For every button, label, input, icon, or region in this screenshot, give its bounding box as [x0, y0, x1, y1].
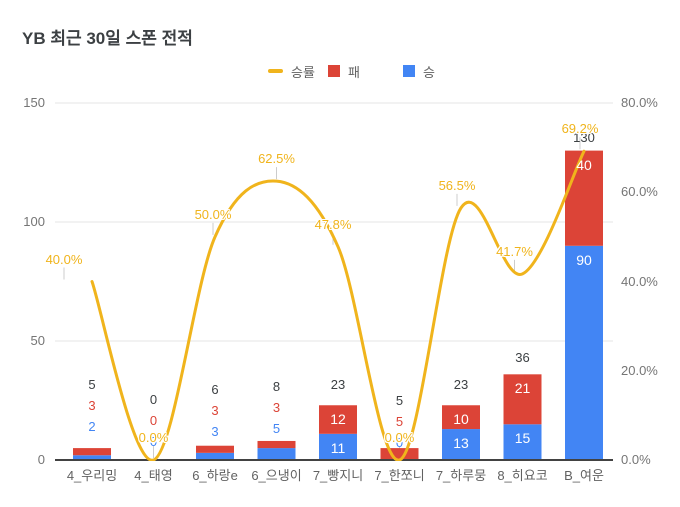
bar-segment-win[interactable]	[257, 448, 296, 460]
legend-item-loss[interactable]: 패	[328, 64, 360, 80]
bar-segment-loss[interactable]	[73, 448, 111, 456]
bar-segment-loss[interactable]	[442, 405, 480, 430]
legend-label-win: 승	[423, 64, 435, 80]
bar-segment-loss[interactable]	[257, 440, 296, 449]
bar-segment-loss[interactable]	[319, 405, 357, 434]
bar-segment-win[interactable]	[196, 452, 234, 460]
bar-segment-loss[interactable]	[503, 374, 542, 425]
bar-segment-loss[interactable]	[565, 150, 603, 246]
winrate-line[interactable]	[90, 149, 586, 461]
bar-segment-loss[interactable]	[196, 445, 234, 453]
winrate-line-swatch-icon	[268, 69, 283, 73]
legend-item-winrate[interactable]: 승률	[268, 64, 315, 80]
loss-square-swatch-icon	[328, 65, 340, 77]
bar-segment-win[interactable]	[442, 429, 480, 460]
legend-item-win[interactable]: 승	[403, 64, 435, 80]
legend-label-winrate: 승률	[291, 64, 315, 80]
chart-title: YB 최근 30일 스폰 전적	[22, 29, 193, 48]
bar-segment-win[interactable]	[503, 424, 542, 460]
legend-label-loss: 패	[348, 64, 360, 80]
bar-segment-win[interactable]	[565, 245, 603, 460]
bar-segment-win[interactable]	[73, 455, 111, 460]
bar-segment-loss[interactable]	[380, 448, 419, 460]
win-square-swatch-icon	[403, 65, 415, 77]
bar-segment-win[interactable]	[319, 433, 357, 460]
